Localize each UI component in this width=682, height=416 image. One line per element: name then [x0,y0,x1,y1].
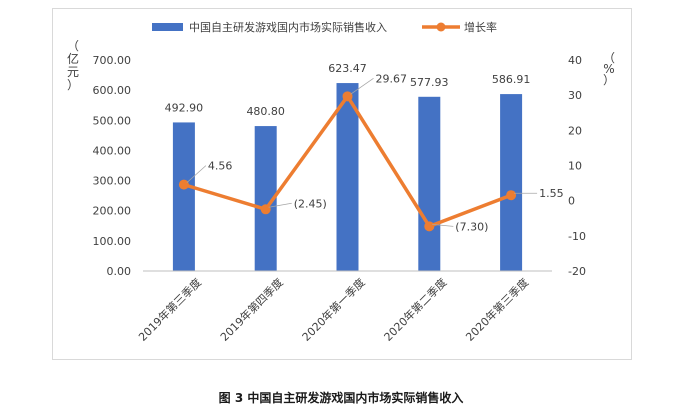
bar-value-label: 492.90 [165,101,204,114]
line-value-label: (2.45) [294,197,327,210]
x-tick-label: 2020年第一季度 [299,275,368,344]
x-axis: 2019年第三季度 2019年第四季度 2020年第一季度 2020年第二季度 2020… [135,270,552,344]
right-unit-char: % [603,62,614,76]
left-unit-char: 亿 [67,51,79,66]
right-unit-char: （ [603,51,615,65]
bar-value-label: 586.91 [492,73,531,86]
legend-swatch-bar [152,23,183,31]
left-unit-char: ） [67,78,79,92]
figure-caption: 图 3 中国自主研发游戏国内市场实际销售收入 [219,390,464,405]
left-tick-label: 200.00 [93,205,132,218]
x-tick-label: 2019年第三季度 [135,275,204,344]
right-tick-label: -20 [568,265,586,278]
left-axis-unit: （亿元） [67,39,79,92]
right-tick-label: -10 [568,230,586,243]
bar [172,122,195,271]
x-tick-label: 2020年第三季度 [463,275,532,344]
bar [418,96,441,272]
chart-frame [52,8,632,360]
line-value-label: 29.67 [376,72,408,85]
right-tick-label: 30 [568,89,582,102]
bar-value-label: 480.80 [246,105,285,118]
left-unit-char: （ [67,39,79,53]
left-unit-char: 元 [67,65,79,79]
legend-label-line: 增长率 [464,20,497,34]
line-label-leader [268,202,292,208]
legend-marker-line [436,22,446,32]
right-y-axis: -20 -10 0 10 20 30 40 （%） [568,51,615,278]
right-tick-label: 20 [568,124,582,137]
line-point [178,179,189,190]
bar [336,83,359,271]
line-label-leader [186,165,207,183]
right-unit-char: ） [603,73,615,87]
bar-series: 492.90 480.80 623.47 577.93 586.91 [165,62,531,272]
bar [500,94,523,271]
line-value-label: 4.56 [208,160,233,173]
bar [254,126,277,271]
x-tick-label: 2020年第二季度 [381,275,450,344]
left-tick-label: 500.00 [93,114,132,127]
right-axis-unit: （%） [603,51,615,87]
bar-value-label: 623.47 [328,62,367,75]
line-value-label: (7.30) [455,220,488,233]
line-point [506,190,517,201]
left-y-axis: 0.00 100.00 200.00 300.00 400.00 500.00 600.00… [67,39,131,278]
x-tick-label: 2019年第四季度 [217,275,286,344]
legend: 中国自主研发游戏国内市场实际销售收入 增长率 [152,20,497,34]
right-tick-label: 40 [568,54,582,67]
line-series: 4.56 (2.45) 29.67 (7.30) 1.55 [178,72,564,233]
right-tick-label: 10 [568,160,582,173]
right-tick-label: 0 [568,195,575,208]
line-point [260,204,271,215]
line-point [424,221,435,232]
bar-value-label: 577.93 [410,76,449,89]
line-label-leader [350,77,374,95]
line-label-leader [432,223,454,227]
left-tick-label: 600.00 [93,84,132,97]
left-tick-label: 400.00 [93,144,132,157]
left-tick-label: 300.00 [93,175,132,188]
line-point [342,91,353,102]
line-value-label: 1.55 [539,187,564,200]
legend-label-bar: 中国自主研发游戏国内市场实际销售收入 [189,20,387,34]
left-tick-label: 100.00 [93,235,132,248]
left-tick-label: 700.00 [93,54,132,67]
left-tick-label: 0.00 [107,265,132,278]
